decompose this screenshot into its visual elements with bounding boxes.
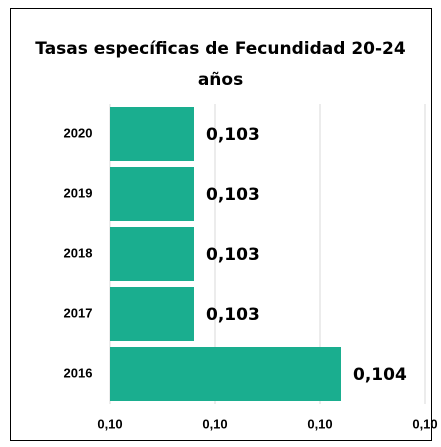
data-label: 0,103 [206, 125, 260, 145]
bar [110, 107, 194, 161]
bar [110, 167, 194, 221]
x-tick-label: 0,10 [307, 416, 332, 431]
y-tick-label: 2019 [64, 185, 93, 200]
bar [110, 287, 194, 341]
data-label: 0,103 [206, 245, 260, 265]
bar [110, 347, 341, 401]
data-label: 0,103 [206, 185, 260, 205]
x-tick-label: 0,10 [97, 416, 122, 431]
y-tick-label: 2018 [64, 245, 93, 260]
chart-title: Tasas específicas de Fecundidad 20-24 añ… [35, 39, 406, 90]
x-tick-label: 0,10 [412, 416, 437, 431]
data-label: 0,103 [206, 305, 260, 325]
x-tick-label: 0,10 [202, 416, 227, 431]
y-tick-label: 2016 [64, 365, 93, 380]
y-tick-label: 2020 [64, 125, 93, 140]
y-tick-label: 2017 [64, 305, 93, 320]
bar [110, 227, 194, 281]
data-label: 0,104 [353, 365, 407, 385]
